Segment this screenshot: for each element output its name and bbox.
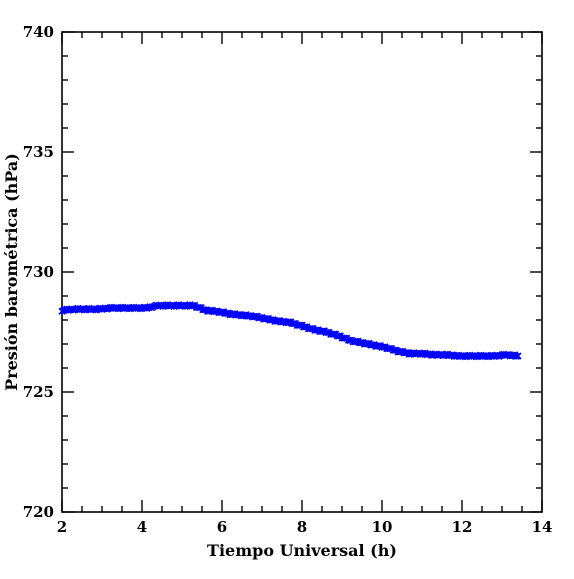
x-tick-label: 14 [532,518,553,536]
plot-frame [61,31,543,513]
x-tick-label: 4 [137,518,147,536]
x-tick-labels: 2 4 6 8 10 12 14 [57,518,553,536]
y-axis-title: Presión barométrica (hPa) [2,153,21,391]
tick-marks [61,31,543,513]
y-tick-label: 735 [23,143,54,161]
x-tick-label: 8 [297,518,307,536]
y-tick-labels: 720 725 730 735 740 [23,23,54,521]
data-point [514,352,522,360]
series-markers [58,301,522,361]
y-tick-label: 725 [23,383,54,401]
x-tick-label: 10 [372,518,393,536]
y-tick-label: 720 [23,503,54,521]
data-series [58,301,522,361]
x-axis-title: Tiempo Universal (h) [207,541,397,560]
y-tick-label: 740 [23,23,54,41]
y-tick-label: 730 [23,263,54,281]
x-tick-label: 2 [57,518,67,536]
x-tick-label: 6 [217,518,227,536]
x-tick-label: 12 [452,518,473,536]
